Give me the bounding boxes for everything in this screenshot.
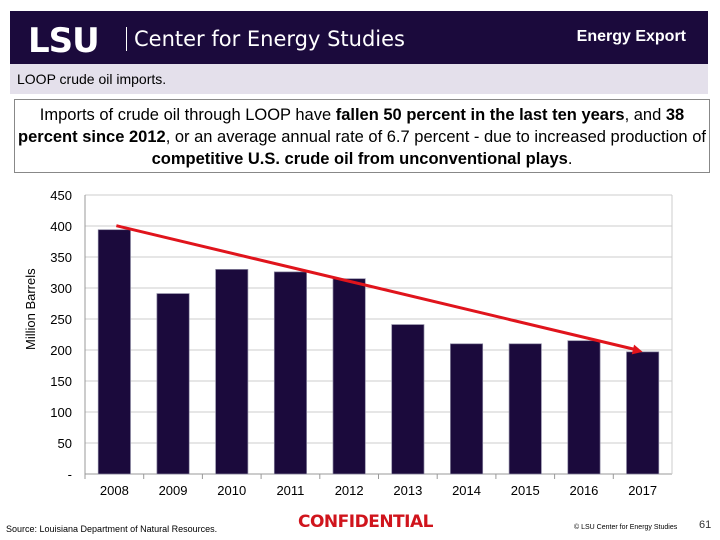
header-bar: LSU Center for Energy Studies Energy Exp… — [10, 11, 708, 64]
bar-2014 — [450, 343, 484, 475]
center-name: Center for Energy Studies — [134, 27, 406, 51]
slide-subtitle: LOOP crude oil imports. — [17, 71, 167, 87]
bar-2008 — [97, 229, 131, 475]
page-number: 61 — [699, 519, 712, 531]
bar-2011 — [273, 271, 307, 475]
x-tick-label: 2013 — [393, 483, 422, 498]
summary-text: . — [567, 150, 573, 168]
y-tick-label: 200 — [50, 343, 72, 358]
bar-2009 — [156, 293, 190, 475]
x-tick-label: 2014 — [452, 483, 481, 498]
section-title: Energy Export — [576, 28, 686, 45]
trend-arrow-line — [116, 224, 635, 351]
x-tick-label: 2011 — [276, 483, 304, 498]
y-tick-label: 350 — [50, 250, 72, 265]
y-tick-label: 250 — [50, 312, 72, 327]
bar-2013 — [391, 324, 425, 475]
summary-bold: 38 percent since 2012 — [18, 106, 685, 146]
summary-text: , or an average annual rate of 6.7 perce… — [165, 128, 706, 146]
summary-text: Imports of crude oil through LOOP have — [39, 106, 336, 124]
x-tick-label: 2016 — [569, 483, 598, 498]
confidential-label: CONFIDENTIAL — [298, 512, 433, 532]
y-tick-label: 150 — [50, 374, 72, 389]
x-tick-label: 2009 — [159, 483, 188, 498]
y-tick-label: 400 — [50, 219, 72, 234]
bar-2017 — [626, 351, 660, 475]
logo-divider — [126, 27, 127, 51]
y-tick-label: 450 — [50, 188, 72, 203]
summary-box: Imports of crude oil through LOOP have f… — [14, 99, 710, 173]
subtitle-bar: LOOP crude oil imports. — [10, 64, 708, 94]
x-tick-label: 2015 — [511, 483, 540, 498]
bar-2012 — [332, 278, 366, 475]
y-tick-label: - — [68, 467, 72, 482]
trend-arrow-head — [631, 344, 643, 355]
lsu-logo: LSU — [28, 21, 100, 61]
x-tick-label: 2008 — [100, 483, 129, 498]
y-tick-label: 100 — [50, 405, 72, 420]
x-tick-label: 2012 — [335, 483, 364, 498]
bar-2016 — [567, 340, 601, 475]
y-tick-label: 50 — [58, 436, 72, 451]
bar-2010 — [215, 269, 249, 475]
copyright: © LSU Center for Energy Studies — [574, 524, 678, 531]
x-tick-label: 2010 — [217, 483, 246, 498]
summary-text: , and — [624, 106, 666, 124]
summary-bold: fallen 50 percent in the last ten years — [335, 106, 625, 124]
bar-2015 — [508, 343, 542, 475]
source-note: Source: Louisiana Department of Natural … — [6, 524, 218, 534]
y-tick-label: 300 — [50, 281, 72, 296]
x-tick-label: 2017 — [628, 483, 657, 498]
summary-bold: competitive U.S. crude oil from unconven… — [151, 150, 568, 168]
